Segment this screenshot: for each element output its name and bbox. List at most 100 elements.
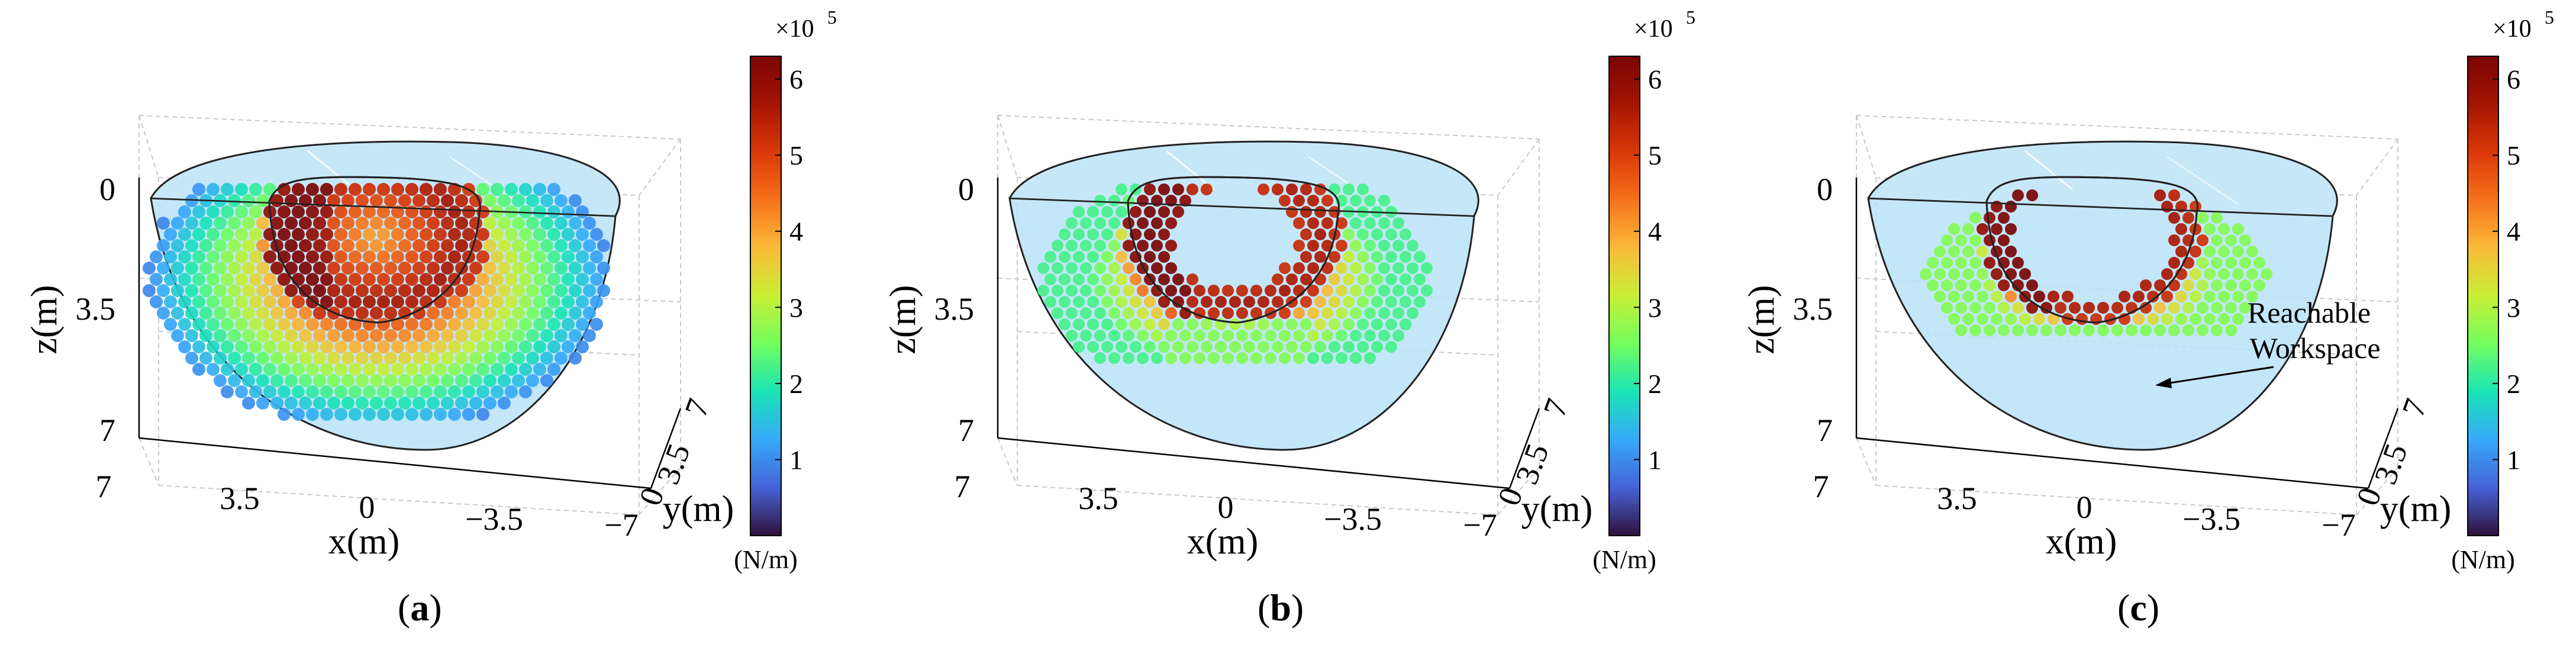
data-point — [1250, 330, 1262, 342]
data-point — [2218, 268, 2230, 280]
data-point — [306, 363, 319, 376]
data-point — [370, 307, 383, 320]
data-point — [1080, 217, 1092, 229]
data-point — [576, 205, 589, 218]
data-point — [448, 385, 461, 398]
data-point — [2225, 302, 2237, 314]
data-point — [1172, 273, 1184, 285]
data-point — [1094, 195, 1106, 207]
colorbar-exponent: 5 — [2545, 7, 2554, 28]
data-point — [228, 352, 241, 365]
data-point — [1115, 251, 1127, 263]
data-point — [1969, 324, 1981, 336]
data-point — [207, 273, 220, 286]
data-point — [384, 194, 397, 207]
data-point — [363, 318, 376, 331]
data-point — [1293, 195, 1305, 207]
data-point — [547, 183, 560, 196]
data-point — [2190, 291, 2201, 302]
data-point — [441, 217, 454, 230]
data-point — [2211, 279, 2223, 291]
data-point — [292, 205, 305, 218]
data-point — [363, 228, 376, 241]
data-point — [341, 352, 354, 365]
data-point — [2154, 189, 2166, 201]
data-point — [1948, 246, 1960, 257]
data-point — [285, 307, 298, 320]
data-point — [192, 183, 205, 196]
data-point — [547, 228, 560, 241]
data-point — [2161, 201, 2173, 212]
data-point — [2211, 302, 2223, 314]
data-point — [1101, 251, 1113, 263]
data-point — [505, 250, 518, 263]
data-point — [192, 273, 205, 286]
data-point — [2197, 324, 2209, 336]
hemisphere-rim — [1867, 140, 2338, 217]
data-point — [2211, 257, 2223, 269]
data-point — [483, 307, 496, 320]
data-point — [185, 329, 198, 342]
data-point — [306, 250, 319, 263]
data-point — [1144, 251, 1156, 263]
data-point — [1130, 251, 1142, 263]
data-point — [1421, 262, 1433, 274]
data-point — [1250, 285, 1262, 297]
data-point — [405, 385, 418, 398]
data-point — [327, 329, 340, 342]
data-point — [221, 340, 234, 353]
data-point — [334, 408, 347, 421]
data-point — [1934, 291, 1946, 302]
data-point — [505, 363, 518, 376]
data-point — [1059, 273, 1071, 285]
data-point — [1279, 352, 1291, 364]
data-point — [412, 284, 425, 297]
data-point — [2218, 223, 2230, 235]
data-point — [1962, 246, 1974, 257]
data-point — [249, 250, 262, 263]
data-point — [2197, 257, 2209, 269]
z-tick-label: 0 — [958, 172, 974, 207]
data-point — [476, 340, 489, 353]
data-point — [2048, 313, 2059, 325]
plot-b: 03.57z(m)7 3.5 0 −3.5 −7x(m)03.57y(m)123456×… — [883, 7, 1695, 574]
data-point — [476, 183, 489, 196]
data-point — [1115, 228, 1127, 240]
colorbar-tick-label: 6 — [789, 65, 803, 95]
data-point — [1222, 330, 1234, 342]
data-point — [476, 228, 489, 241]
data-point — [1201, 341, 1213, 353]
data-point — [1165, 262, 1177, 274]
data-point — [235, 295, 248, 308]
data-point — [285, 194, 298, 207]
data-point — [1066, 285, 1078, 297]
data-point — [249, 228, 262, 241]
data-point — [1998, 324, 2010, 336]
data-point — [207, 295, 220, 308]
data-point — [1364, 262, 1376, 274]
data-point — [2197, 279, 2209, 291]
data-point — [1151, 285, 1163, 297]
data-point — [441, 239, 454, 252]
data-point — [2019, 268, 2031, 280]
data-point — [327, 239, 340, 252]
data-point — [533, 228, 546, 241]
data-point — [554, 239, 568, 252]
data-point — [192, 340, 205, 353]
data-point — [1179, 285, 1191, 297]
data-point — [505, 228, 518, 241]
data-point — [1307, 240, 1319, 252]
data-point — [1201, 318, 1213, 330]
data-point — [391, 318, 404, 331]
data-point — [2026, 279, 2038, 291]
data-point — [2232, 246, 2244, 257]
data-point — [434, 318, 447, 331]
data-point — [1279, 307, 1291, 319]
data-point — [448, 228, 461, 241]
data-point — [377, 385, 390, 398]
data-point — [299, 329, 312, 342]
data-point — [263, 295, 276, 308]
data-point — [420, 228, 433, 241]
data-point — [320, 340, 333, 353]
data-point — [1955, 302, 1967, 314]
